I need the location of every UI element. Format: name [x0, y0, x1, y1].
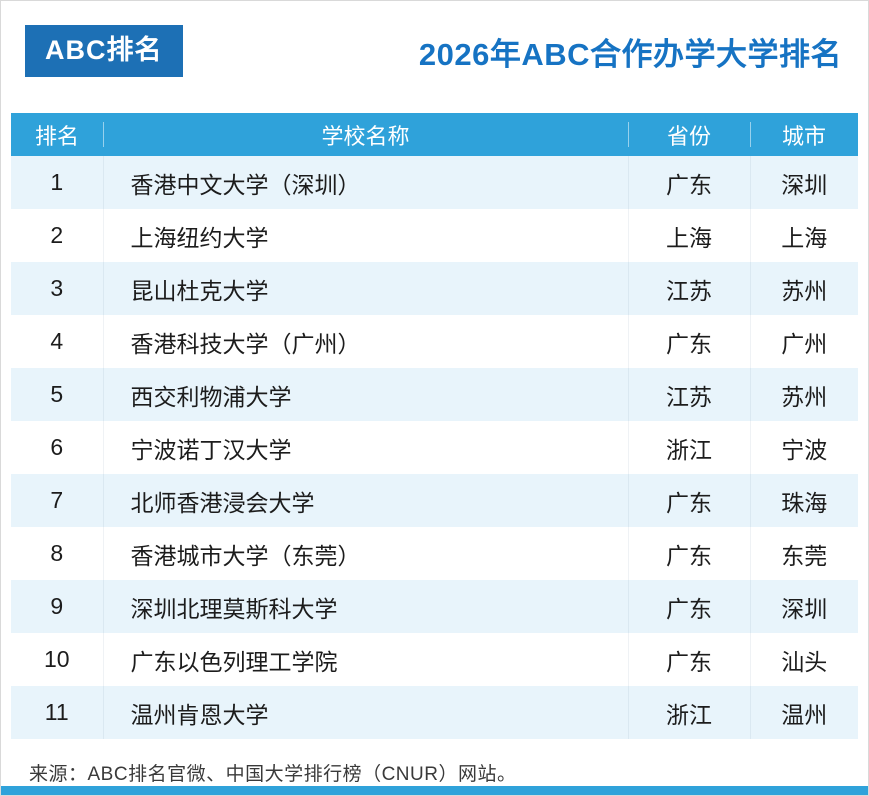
table-row: 1 香港中文大学（深圳） 广东 深圳 — [11, 156, 858, 209]
table-row: 10 广东以色列理工学院 广东 汕头 — [11, 633, 858, 686]
province-cell: 广东 — [627, 474, 750, 527]
table-body: 1 香港中文大学（深圳） 广东 深圳 2 上海纽约大学 上海 上海 3 昆山杜克… — [11, 156, 858, 739]
table-row: 11 温州肯恩大学 浙江 温州 — [11, 686, 858, 739]
column-header-city: 城市 — [750, 113, 858, 156]
table-row: 2 上海纽约大学 上海 上海 — [11, 209, 858, 262]
city-cell: 深圳 — [749, 580, 858, 633]
rank-cell: 7 — [50, 487, 64, 513]
table-row: 5 西交利物浦大学 江苏 苏州 — [11, 368, 858, 421]
city-cell: 东莞 — [749, 527, 858, 580]
rank-cell: 11 — [44, 699, 69, 725]
rank-cell: 1 — [50, 169, 64, 195]
province-cell: 上海 — [627, 209, 750, 262]
city-cell: 苏州 — [749, 368, 858, 421]
province-cell: 广东 — [627, 315, 750, 368]
table-row: 3 昆山杜克大学 江苏 苏州 — [11, 262, 858, 315]
school-cell: 深圳北理莫斯科大学 — [102, 580, 628, 633]
column-header-school: 学校名称 — [103, 113, 628, 156]
school-cell: 温州肯恩大学 — [102, 686, 628, 739]
rank-cell: 5 — [50, 381, 64, 407]
city-cell: 广州 — [749, 315, 858, 368]
province-cell: 广东 — [627, 156, 750, 209]
city-cell: 上海 — [749, 209, 858, 262]
header: ABC排名 2026年ABC合作办学大学排名 — [11, 1, 858, 101]
table-row: 6 宁波诺丁汉大学 浙江 宁波 — [11, 421, 858, 474]
school-cell: 北师香港浸会大学 — [102, 474, 628, 527]
school-cell: 宁波诺丁汉大学 — [102, 421, 628, 474]
province-cell: 广东 — [627, 580, 750, 633]
province-cell: 浙江 — [627, 421, 750, 474]
column-header-province: 省份 — [628, 113, 750, 156]
rank-cell: 2 — [50, 222, 64, 248]
rank-cell: 9 — [50, 593, 64, 619]
school-cell: 香港科技大学（广州） — [102, 315, 628, 368]
table-row: 4 香港科技大学（广州） 广东 广州 — [11, 315, 858, 368]
city-cell: 珠海 — [749, 474, 858, 527]
school-cell: 西交利物浦大学 — [102, 368, 628, 421]
city-cell: 宁波 — [749, 421, 858, 474]
city-cell: 汕头 — [749, 633, 858, 686]
rank-cell: 3 — [50, 275, 64, 301]
rank-cell: 4 — [50, 328, 64, 354]
school-cell: 上海纽约大学 — [102, 209, 628, 262]
rank-cell: 6 — [50, 434, 64, 460]
table-row: 8 香港城市大学（东莞） 广东 东莞 — [11, 527, 858, 580]
city-cell: 苏州 — [749, 262, 858, 315]
rank-cell: 8 — [50, 540, 64, 566]
bottom-accent-bar — [1, 786, 868, 795]
rank-cell: 10 — [43, 646, 70, 672]
province-cell: 江苏 — [627, 368, 750, 421]
province-cell: 广东 — [627, 633, 750, 686]
school-cell: 香港城市大学（东莞） — [102, 527, 628, 580]
province-cell: 广东 — [627, 527, 750, 580]
ranking-table: 排名 学校名称 省份 城市 1 香港中文大学（深圳） 广东 深圳 2 上海纽约大… — [11, 113, 858, 739]
page-title: 2026年ABC合作办学大学排名 — [418, 36, 842, 72]
city-cell: 深圳 — [749, 156, 858, 209]
table-header-row: 排名 学校名称 省份 城市 — [11, 113, 858, 156]
source-note: 来源：ABC排名官微、中国大学排行榜（CNUR）网站。 — [29, 764, 517, 785]
school-cell: 昆山杜克大学 — [102, 262, 628, 315]
province-cell: 浙江 — [627, 686, 750, 739]
column-header-rank: 排名 — [11, 113, 103, 156]
city-cell: 温州 — [749, 686, 858, 739]
abc-ranking-logo: ABC排名 — [25, 25, 183, 77]
table-row: 7 北师香港浸会大学 广东 珠海 — [11, 474, 858, 527]
school-cell: 香港中文大学（深圳） — [102, 156, 628, 209]
table-row: 9 深圳北理莫斯科大学 广东 深圳 — [11, 580, 858, 633]
school-cell: 广东以色列理工学院 — [102, 633, 628, 686]
province-cell: 江苏 — [627, 262, 750, 315]
